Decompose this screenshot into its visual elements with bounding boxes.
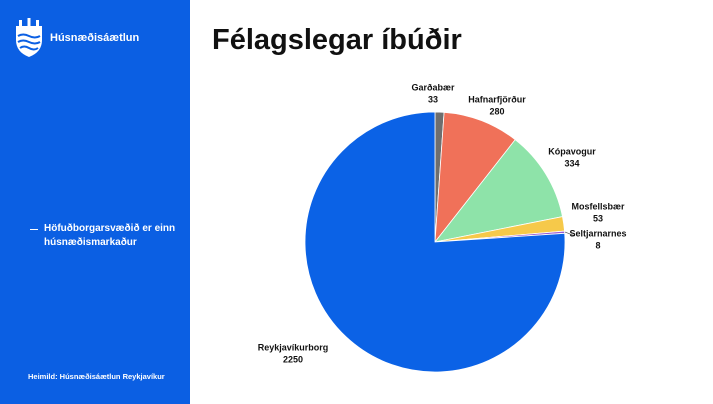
pie-slice (434, 111, 516, 244)
slice-value: 280 (489, 106, 504, 116)
slice-value: 2250 (283, 354, 303, 364)
slice-value: 33 (428, 94, 438, 104)
slice-label: Hafnarfjörður (468, 94, 526, 104)
brand: Húsnæðisáætlun (50, 32, 140, 44)
bullet-text: Höfuðborgarsvæðið er einn húsnæðismarkað… (30, 222, 194, 250)
slice-label: Garðabær (411, 82, 455, 92)
pie-slice (304, 111, 566, 373)
sidebar: Húsnæðisáætlun Höfuðborgarsvæðið er einn… (0, 0, 190, 404)
slice-value: 334 (564, 158, 579, 168)
pie-slice (434, 139, 563, 243)
logo (16, 18, 42, 57)
slice-label: Seltjarnarnes (569, 228, 626, 238)
slice-label: Kópavogur (548, 146, 596, 156)
slice-value: 53 (593, 213, 603, 223)
leader-line (564, 231, 576, 237)
slice-label: Mosfellsbær (571, 201, 625, 211)
source-note: Heimild: Húsnæðisáætlun Reykjavíkur (28, 372, 165, 381)
slice-label: Reykjavíkurborg (258, 342, 329, 352)
chart-title: Félagslegar íbúðir (212, 24, 462, 56)
slice-value: 8 (595, 240, 600, 250)
